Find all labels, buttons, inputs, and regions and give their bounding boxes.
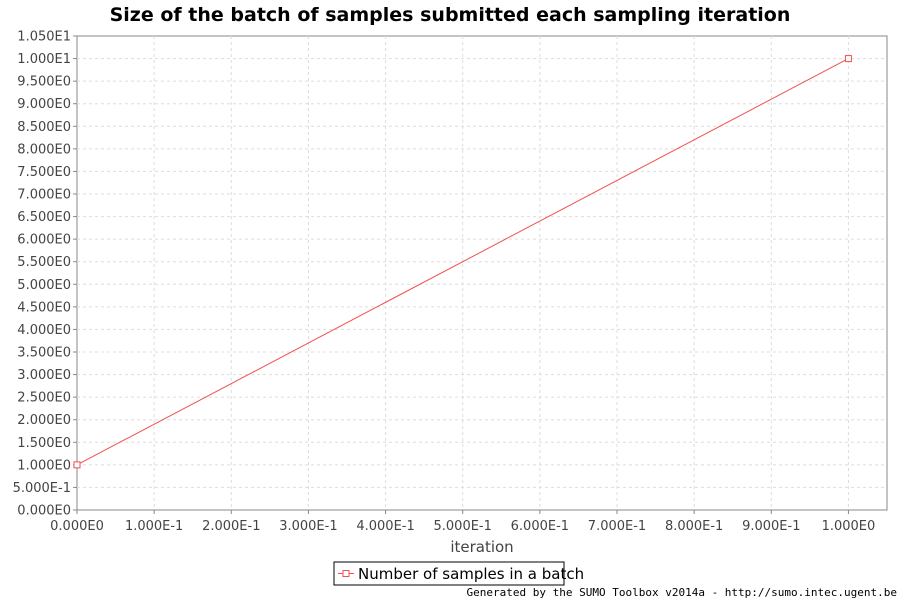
legend-box bbox=[333, 561, 565, 586]
y-tick-label: 3.500E0 bbox=[17, 346, 71, 361]
y-tick-label: 4.000E0 bbox=[17, 323, 71, 338]
y-tick-label: 5.000E0 bbox=[17, 278, 71, 293]
y-tick-label: 1.000E0 bbox=[17, 458, 71, 473]
grid-lines bbox=[77, 36, 887, 510]
data-point-marker bbox=[73, 461, 81, 469]
legend: Number of samples in a batch bbox=[333, 561, 584, 586]
x-tick-label: 6.000E-1 bbox=[511, 519, 569, 534]
x-tick-label: 5.000E-1 bbox=[434, 519, 492, 534]
x-tick-label: 7.000E-1 bbox=[588, 519, 646, 534]
x-tick-label: 0.000E0 bbox=[50, 519, 104, 534]
y-tick-label: 7.000E0 bbox=[17, 188, 71, 203]
data-point-marker bbox=[844, 55, 852, 63]
y-tick-label: 6.500E0 bbox=[17, 210, 71, 225]
chart-title: Size of the batch of samples submitted e… bbox=[110, 4, 791, 26]
plot-area bbox=[76, 35, 888, 511]
x-axis-ticks: 0.000E0 1.000E-1 2.000E-1 3.000E-1 4.000E-1 5… bbox=[50, 510, 875, 534]
y-tick-label: 1.000E1 bbox=[17, 52, 71, 67]
y-tick-label: 5.500E0 bbox=[17, 255, 71, 270]
y-tick-label: 1.500E0 bbox=[17, 436, 71, 451]
series-line bbox=[76, 58, 849, 466]
y-tick-label: 1.050E1 bbox=[17, 30, 71, 45]
y-axis-ticks: 0.000E0 5.000E-1 1.000E0 1.500E0 2.000E0 2.50… bbox=[13, 30, 77, 519]
x-tick-label: 3.000E-1 bbox=[279, 519, 337, 534]
y-tick-label: 2.000E0 bbox=[17, 413, 71, 428]
x-tick-label: 2.000E-1 bbox=[202, 519, 260, 534]
y-tick-label: 9.500E0 bbox=[17, 75, 71, 90]
legend-label: Number of samples in a batch bbox=[358, 565, 584, 583]
y-tick-label: 9.000E0 bbox=[17, 97, 71, 112]
series-layer bbox=[73, 55, 852, 469]
y-tick-label: 0.000E0 bbox=[17, 504, 71, 519]
y-tick-label: 4.500E0 bbox=[17, 300, 71, 315]
x-tick-label: 1.000E-1 bbox=[125, 519, 183, 534]
y-tick-label: 8.500E0 bbox=[17, 120, 71, 135]
x-axis-label: iteration bbox=[450, 538, 513, 556]
legend-marker bbox=[342, 570, 350, 577]
y-tick-label: 6.000E0 bbox=[17, 233, 71, 248]
y-tick-label: 7.500E0 bbox=[17, 165, 71, 180]
y-tick-label: 2.500E0 bbox=[17, 391, 71, 406]
x-tick-label: 4.000E-1 bbox=[356, 519, 414, 534]
y-tick-label: 8.000E0 bbox=[17, 142, 71, 157]
x-tick-label: 9.000E-1 bbox=[742, 519, 800, 534]
y-tick-label: 5.000E-1 bbox=[13, 481, 71, 496]
x-tick-label: 8.000E-1 bbox=[665, 519, 723, 534]
y-tick-label: 3.000E0 bbox=[17, 368, 71, 383]
x-tick-label: 1.000E0 bbox=[822, 519, 876, 534]
footer-credit: Generated by the SUMO Toolbox v2014a - h… bbox=[467, 586, 897, 599]
